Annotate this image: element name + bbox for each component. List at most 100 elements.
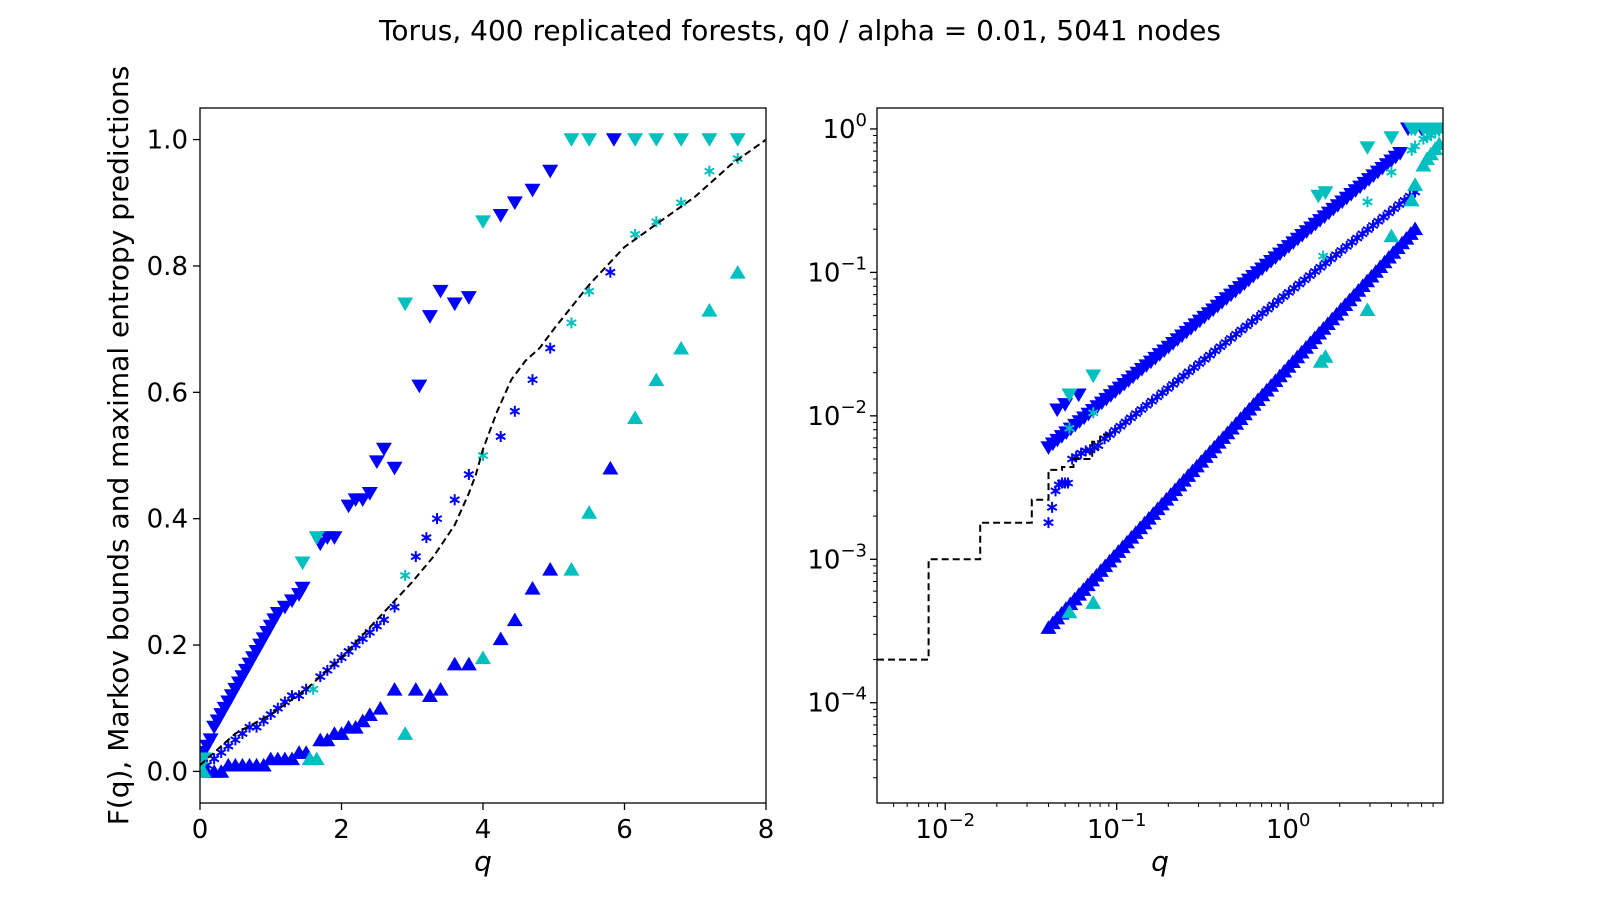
triangle-down-marker [432,284,449,299]
triangle-down-marker [386,461,403,476]
series-triangle-down-blue [200,133,622,760]
plot-area [877,122,1443,661]
y-tick-label: 10−2 [807,397,867,432]
triangle-down-marker [354,493,371,507]
triangle-down-marker [605,133,622,147]
asterisk-marker [1087,407,1099,419]
triangle-up-marker [627,410,644,424]
triangle-up-marker [386,682,403,696]
asterisk-marker [1064,422,1075,434]
x-tick-label: 6 [616,815,633,845]
plot-area [200,133,766,778]
asterisk-marker [1062,477,1074,489]
asterisk-marker [307,683,319,695]
asterisk-marker [544,342,556,354]
asterisk-marker [583,285,595,297]
triangle-up-marker [1431,136,1443,151]
triangle-up-marker [1407,177,1424,191]
asterisk-marker [389,601,400,613]
asterisk-marker [629,228,641,240]
series-asterisk-blue [201,266,616,771]
triangle-up-marker [1403,192,1420,207]
series-asterisk-cyan [1064,125,1443,434]
x-tick-label: 2 [333,815,350,845]
triangle-down-marker [1317,186,1334,200]
triangle-up-marker [1407,221,1424,236]
figure-title: Torus, 400 replicated forests, q0 / alph… [378,14,1221,47]
triangle-down-marker [446,297,463,312]
series-triangle-up-cyan [200,265,746,778]
triangle-down-marker [563,133,580,147]
asterisk-marker [223,740,234,752]
triangle-down-marker [492,209,509,223]
asterisk-marker [1046,501,1058,513]
y-tick-label: 100 [822,110,867,145]
triangle-down-marker [411,379,428,394]
triangle-up-marker [1359,302,1376,317]
triangle-up-marker [729,265,746,279]
right-panel-loglog: 10−2 10−1 100 10−4 10−3 10−2 10−1 100 q [807,107,1444,878]
asterisk-marker [1317,250,1329,262]
triangle-up-marker [602,460,619,475]
y-tick-label: 10−3 [807,540,867,575]
triangle-down-marker [294,581,311,596]
asterisk-marker [1409,140,1421,152]
asterisk-marker [251,721,262,733]
asterisk-marker [704,165,715,177]
x-axis-label: q [474,845,492,878]
asterisk-marker [293,690,305,702]
asterisk-marker [410,551,422,563]
x-tick-label: 4 [475,815,492,845]
series-triangle-down-cyan [1061,122,1443,403]
y-axis-label: F(q), Markov bounds and maximal entropy … [102,66,135,826]
triangle-down-marker [308,531,325,545]
triangle-up-marker [1317,349,1334,363]
triangle-down-marker [581,133,598,147]
triangle-down-marker [361,487,378,501]
triangle-down-marker [460,291,477,305]
y-tick-label: 1.0 [147,126,188,156]
series-asterisk-blue [1043,186,1421,529]
triangle-down-marker [269,607,286,621]
y-tick-label: 0.2 [147,631,188,661]
triangle-down-marker [524,183,541,198]
triangle-up-marker [648,372,665,387]
asterisk-marker [605,266,616,278]
triangle-up-marker [308,751,325,766]
series-triangle-up-blue [200,460,619,778]
triangle-up-marker [563,562,580,576]
asterisk-marker [399,570,411,582]
triangle-up-marker [446,656,463,671]
triangle-down-marker [506,196,523,210]
triangle-down-marker [475,215,491,229]
asterisk-marker [651,216,662,228]
asterisk-marker [378,614,390,626]
triangle-up-marker [421,688,438,702]
x-tick-label: 10−2 [915,810,975,845]
triangle-up-marker [542,562,559,576]
triangle-up-marker [460,656,477,671]
triangle-up-marker [372,701,389,715]
triangle-up-marker [701,302,718,317]
triangle-up-marker [581,505,598,519]
x-tick-label: 0 [192,815,209,845]
triangle-down-marker [673,133,690,147]
triangle-down-marker [1359,141,1376,155]
triangle-down-marker [1085,369,1102,384]
series-triangle-up-cyan [1061,136,1443,619]
triangle-up-marker [524,580,541,595]
y-tick-label: 10−1 [807,253,867,288]
triangle-up-marker [475,650,491,665]
triangle-down-marker [1383,131,1400,145]
triangle-down-marker [1049,403,1066,418]
triangle-down-marker [542,164,559,179]
triangle-down-marker [1392,147,1409,161]
triangle-up-marker [432,682,449,696]
max-entropy-curve [200,138,766,766]
y-tick-label: 0.8 [147,252,188,282]
asterisk-marker [421,532,432,544]
triangle-up-marker [506,612,523,627]
asterisk-marker [1386,166,1397,178]
asterisk-marker [208,753,220,765]
triangle-down-marker [202,733,219,748]
